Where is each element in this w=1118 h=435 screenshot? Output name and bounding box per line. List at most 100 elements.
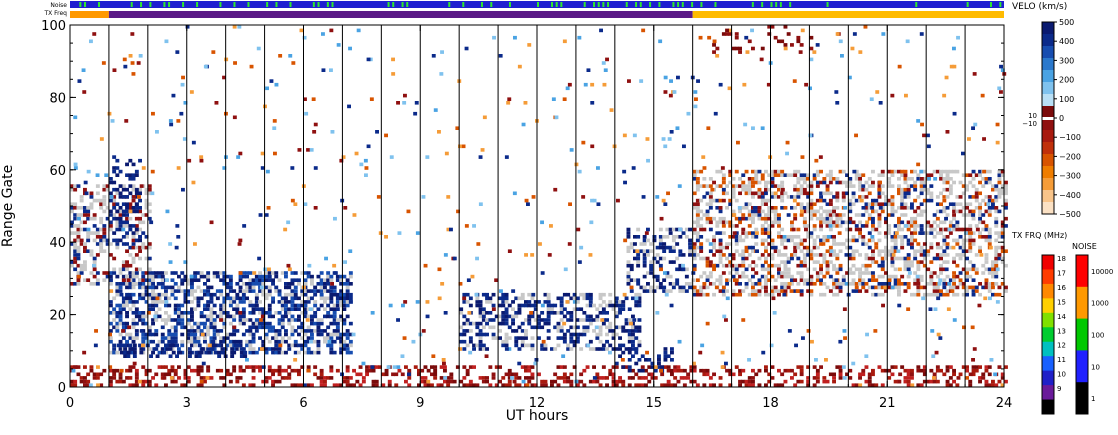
data-cell [712, 263, 716, 268]
data-cell [745, 50, 750, 54]
data-cell [851, 271, 856, 275]
data-cell [921, 296, 926, 301]
data-cell [994, 209, 999, 214]
data-cell [751, 213, 755, 217]
data-cell [884, 231, 888, 235]
data-cell [478, 307, 483, 311]
data-cell [961, 227, 966, 232]
data-cell [744, 256, 749, 261]
data-cell [565, 86, 570, 91]
data-cell [608, 329, 613, 333]
data-cell [332, 350, 337, 355]
data-cell [99, 220, 104, 225]
data-cell [852, 169, 857, 174]
data-cell [1000, 227, 1005, 232]
data-cell [631, 343, 635, 348]
data-cell [633, 256, 637, 261]
data-cell [510, 376, 514, 380]
data-cell [89, 368, 94, 373]
data-cell [478, 300, 483, 304]
data-cell [835, 282, 840, 286]
data-cell [926, 379, 931, 384]
data-cell [952, 46, 956, 51]
noise-bar-tick [406, 2, 409, 7]
data-cell [900, 173, 905, 177]
data-cell [799, 213, 804, 217]
data-cell [209, 321, 214, 326]
data-cell [705, 202, 710, 206]
data-cell [264, 285, 269, 290]
data-cell [988, 296, 992, 301]
data-cell [154, 303, 159, 308]
data-cell [812, 177, 817, 181]
data-cell [309, 148, 314, 152]
data-cell [339, 303, 344, 308]
data-cell [987, 195, 992, 199]
data-cell [718, 253, 723, 257]
data-cell [1004, 206, 1008, 210]
data-cell [115, 191, 120, 196]
data-cell [627, 332, 632, 337]
data-cell [277, 278, 282, 282]
data-cell [874, 383, 879, 387]
data-cell [770, 365, 775, 369]
data-cell [245, 329, 249, 333]
data-cell [663, 347, 668, 351]
data-cell [809, 231, 814, 235]
data-cell [186, 318, 191, 322]
data-cell [118, 282, 123, 286]
data-cell [961, 249, 966, 253]
data-cell [254, 278, 259, 282]
data-cell [569, 372, 574, 377]
data-cell [981, 198, 986, 203]
data-cell [906, 274, 911, 279]
data-cell [916, 242, 921, 246]
data-cell [618, 354, 622, 358]
data-cell [699, 292, 704, 297]
data-cell [681, 263, 685, 268]
data-cell [271, 296, 275, 301]
data-cell [225, 314, 230, 319]
data-cell [300, 329, 305, 333]
data-cell [287, 267, 292, 272]
data-cell [79, 271, 84, 275]
data-cell [900, 235, 905, 239]
data-cell [102, 278, 107, 282]
data-cell [741, 256, 746, 261]
data-cell [284, 368, 288, 373]
data-cell [952, 260, 956, 264]
data-cell [595, 332, 600, 337]
data-cell [874, 209, 879, 214]
data-cell [764, 191, 768, 196]
data-cell [157, 365, 162, 369]
data-cell [712, 50, 716, 54]
data-cell [629, 285, 634, 290]
data-cell [887, 224, 892, 228]
data-cell [858, 213, 862, 217]
data-cell [128, 383, 133, 387]
data-cell [144, 213, 149, 217]
data-cell [215, 329, 220, 333]
data-cell [157, 296, 162, 301]
data-cell [875, 90, 880, 94]
data-cell [1004, 263, 1008, 268]
data-cell [151, 318, 155, 322]
data-cell [614, 300, 619, 304]
data-cell [514, 343, 519, 348]
data-cell [245, 289, 249, 293]
data-cell [987, 372, 992, 377]
data-cell [517, 296, 522, 301]
data-cell [851, 184, 856, 188]
data-cell [121, 307, 126, 311]
data-cell [131, 274, 136, 279]
data-cell [877, 282, 882, 286]
data-cell [76, 256, 81, 261]
data-cell [1000, 173, 1005, 177]
data-cell [102, 271, 107, 275]
data-cell [796, 191, 801, 196]
data-cell [83, 187, 87, 192]
data-cell [877, 238, 882, 243]
data-cell [291, 61, 296, 65]
data-cell [305, 318, 310, 322]
data-cell [433, 368, 438, 373]
